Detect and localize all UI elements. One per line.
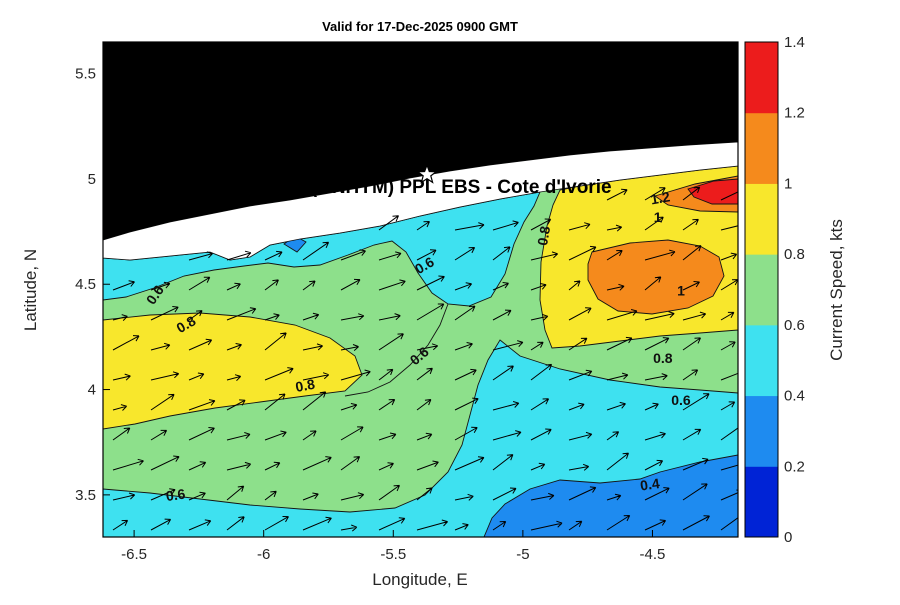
colorbar: 0 0.2 0.4 0.6 0.8 1 1.2 1.4 xyxy=(744,34,805,546)
colorbar-segment xyxy=(745,395,778,467)
colorbar-segment xyxy=(745,183,778,255)
plot-title: Valid for 17-Dec-2025 0900 GMT xyxy=(322,19,518,34)
colorbar-segment xyxy=(745,42,778,114)
quiver-field xyxy=(112,186,738,532)
plot-frame xyxy=(102,41,739,538)
x-tick-label: -6 xyxy=(257,546,270,563)
contour-label: 1 xyxy=(677,283,685,299)
region-land xyxy=(103,42,738,240)
contour-label: 1 xyxy=(654,209,662,225)
y-axis-label: Latitude, N xyxy=(21,249,40,331)
map-overlay-title: A (ONHYM) PPL EBS - Cote d'Ivorie xyxy=(292,177,611,198)
x-axis-ticks: -6.5 -6 -5.5 -5 -4.5 xyxy=(121,530,665,563)
region-yellow-west xyxy=(103,312,363,430)
contour-label: 0.8 xyxy=(653,350,673,366)
marker-layer xyxy=(416,163,438,184)
contour-line-06 xyxy=(344,303,449,397)
colorbar-segment xyxy=(745,254,778,326)
colorbar-label: Current Speed, kts xyxy=(827,219,846,361)
contour-label: 1.2 xyxy=(649,188,671,207)
quiver-arrows xyxy=(112,186,738,532)
contour-label: 0.8 xyxy=(294,376,316,395)
colorbar-segment xyxy=(745,112,778,184)
colorbar-tick-label: 0.4 xyxy=(784,388,805,405)
region-blue-southeast xyxy=(483,454,738,537)
contour-label: 0.8 xyxy=(534,225,553,247)
colorbar-frame xyxy=(744,41,779,538)
star-marker xyxy=(416,163,438,184)
y-axis-ticks: 5.5 5 4.5 4 3.5 xyxy=(75,66,110,504)
colorbar-tick-label: 1.2 xyxy=(784,105,805,122)
x-tick-label: -5 xyxy=(516,546,529,563)
y-tick-label: 4 xyxy=(88,382,96,399)
contour-label: 0.6 xyxy=(671,392,691,408)
x-tick-label: -5.5 xyxy=(380,546,406,563)
colorbar-segment xyxy=(745,324,778,397)
colorbar-tick-label: 0 xyxy=(784,529,792,546)
x-tick-label: -4.5 xyxy=(640,546,666,563)
colorbar-tick-label: 1 xyxy=(784,175,792,192)
x-tick-label: -6.5 xyxy=(121,546,147,563)
contour-label: 0.4 xyxy=(639,475,661,494)
contour-label: 0.6 xyxy=(165,486,187,505)
region-orange-east xyxy=(587,239,725,315)
y-tick-label: 4.5 xyxy=(75,276,96,293)
map-regions xyxy=(103,42,738,537)
y-tick-label: 5 xyxy=(88,171,96,188)
colorbar-segment xyxy=(745,466,778,538)
x-axis-label: Longitude, E xyxy=(372,570,467,589)
colorbar-tick-label: 0.2 xyxy=(784,458,805,475)
y-tick-label: 5.5 xyxy=(75,66,96,83)
colorbar-tick-label: 1.4 xyxy=(784,34,805,51)
y-tick-label: 3.5 xyxy=(75,487,96,504)
colorbar-tick-label: 0.8 xyxy=(784,246,805,263)
colorbar-tick-label: 0.6 xyxy=(784,317,805,334)
